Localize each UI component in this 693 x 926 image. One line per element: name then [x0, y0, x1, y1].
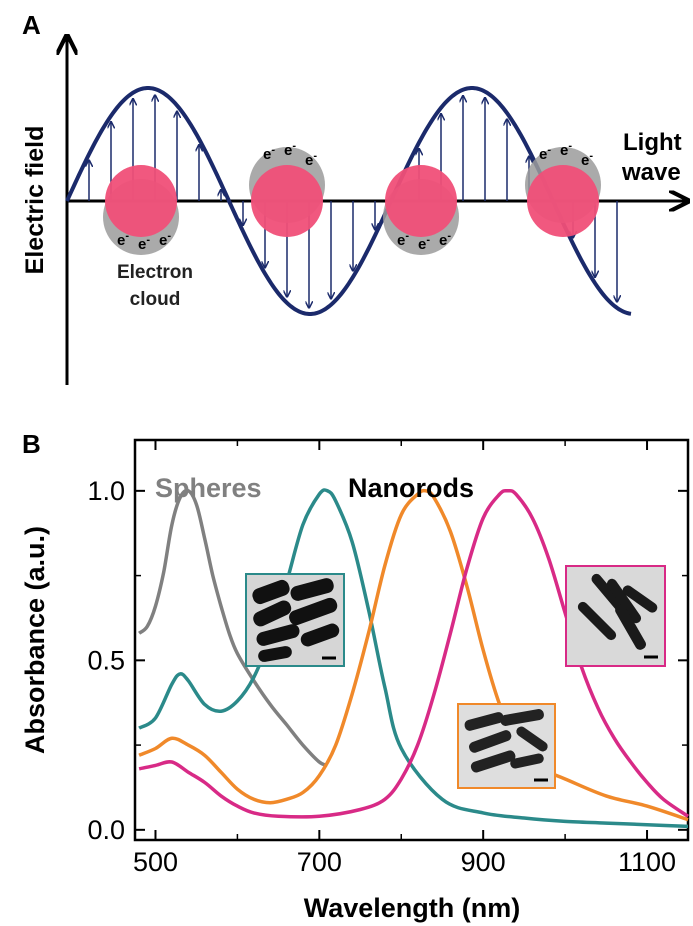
x-axis-label: Wavelength (nm)	[304, 893, 521, 923]
nanorods-teal-spectrum-line	[138, 488, 689, 829]
spheres-annotation: Spheres	[155, 473, 262, 503]
panel-a-letter: A	[22, 10, 41, 40]
x-tick-label: 900	[461, 847, 506, 877]
y-tick-label: 0.0	[87, 815, 125, 845]
inset-orange-tem-image	[457, 703, 556, 789]
nanoparticle-3: e-e-e-	[383, 165, 459, 255]
spheres-spectrum-line	[138, 488, 329, 768]
plot-frame	[133, 438, 690, 842]
y-tick-label: 1.0	[87, 476, 125, 506]
nanorods-pink-spectrum-line	[138, 488, 690, 819]
panel-b-letter: B	[22, 429, 41, 459]
electron-symbol: e-	[439, 230, 451, 249]
electron-cloud-label-line1: Electron	[117, 262, 193, 283]
metal-nanoparticle	[527, 165, 599, 237]
y-tick-label: 0.5	[87, 645, 125, 675]
electric-field-label: Electric field	[21, 126, 49, 275]
wave-label: wave	[621, 159, 681, 186]
inset-teal-tem-image	[245, 573, 345, 667]
metal-nanoparticle	[105, 165, 177, 237]
y-axis-label: Absorbance (a.u.)	[20, 526, 50, 754]
nanorods-annotation: Nanorods	[348, 473, 474, 503]
nanoparticle-2: e-e-e-	[249, 140, 325, 237]
x-tick-label: 1100	[618, 847, 676, 877]
electron-symbol: e-	[159, 230, 171, 249]
metal-nanoparticle	[251, 165, 323, 237]
electron-cloud-label-line2: cloud	[130, 289, 181, 310]
nanoparticles: e-e-e-e-e-e-e-e-e-e-e-e-	[103, 140, 601, 255]
panel-b: B 500 700 900 1100 0.0 0.5 1.0	[20, 429, 690, 923]
panel-a: A Electric field Light wave e-e-e-e-e-e-…	[21, 10, 688, 385]
x-tick-label: 500	[133, 847, 178, 877]
light-label: Light	[623, 129, 682, 156]
x-tick-label: 700	[297, 847, 342, 877]
nanoparticle-1: e-e-e-	[103, 165, 179, 255]
axis-ticks: 500 700 900 1100 0.0 0.5 1.0	[87, 440, 688, 877]
metal-nanoparticle	[385, 165, 457, 237]
inset-pink-tem-image	[565, 565, 666, 667]
nanoparticle-4: e-e-e-	[525, 140, 601, 237]
